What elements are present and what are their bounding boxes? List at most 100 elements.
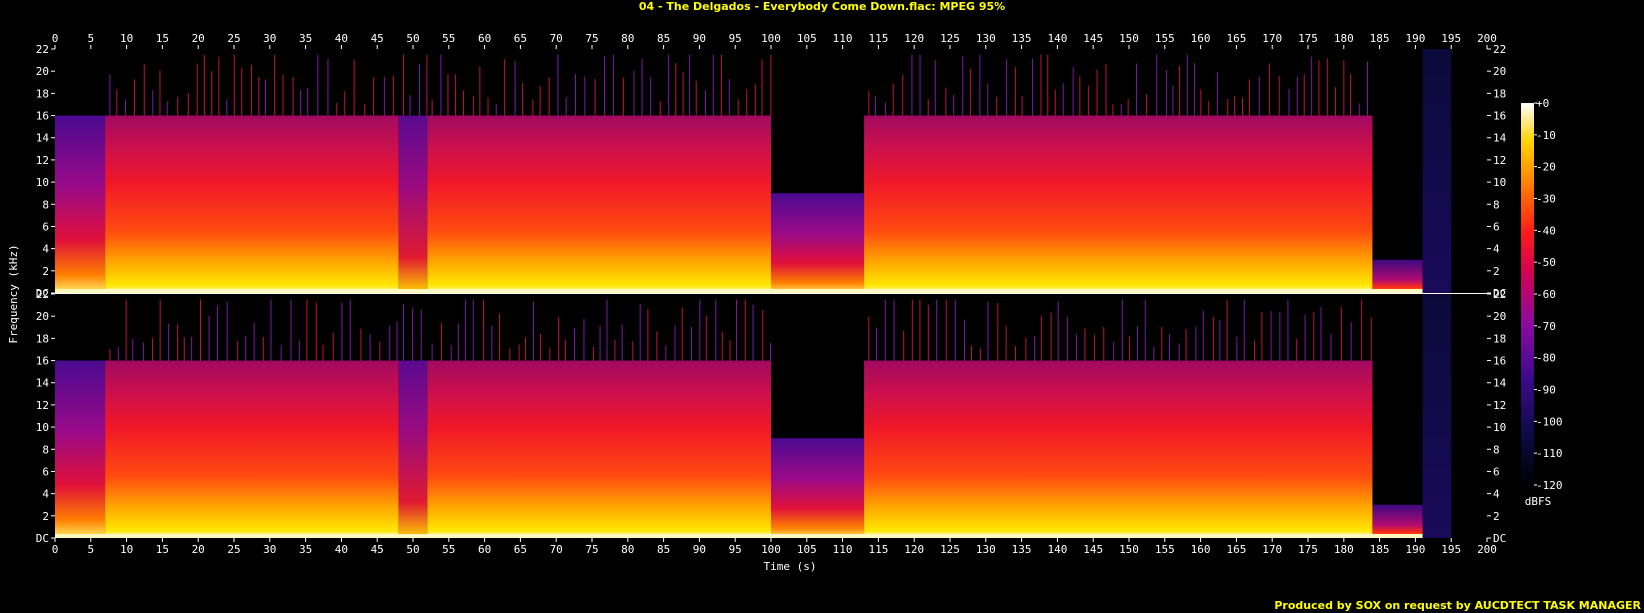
x-tick-label: 70	[550, 543, 563, 556]
colorbar-tick-label: -10	[1536, 129, 1556, 142]
spectrogram-panels	[55, 49, 1487, 538]
transient-streak	[364, 104, 366, 116]
transient-streak	[208, 315, 210, 361]
x-tick-label: 105	[797, 543, 817, 556]
transient-streak	[1349, 74, 1351, 116]
transient-streak	[233, 54, 235, 116]
transient-streak	[1361, 299, 1363, 361]
transient-streak	[402, 54, 404, 116]
x-tick-label: 155	[1155, 543, 1175, 556]
transient-streak	[1212, 316, 1214, 361]
transient-streak	[689, 54, 691, 116]
y-tick-label: 18	[1493, 332, 1506, 345]
transient-streak	[457, 323, 459, 361]
transient-streak	[614, 339, 616, 361]
transient-streak	[712, 54, 714, 116]
transient-streak	[979, 348, 981, 361]
transient-streak	[274, 54, 276, 116]
x-tick-label: 160	[1191, 32, 1211, 45]
transient-streak	[633, 70, 635, 116]
transient-streak	[1137, 326, 1139, 361]
transient-streak	[1288, 88, 1290, 116]
transient-streak	[557, 54, 559, 116]
transient-streak	[539, 333, 541, 361]
transient-streak	[1318, 60, 1320, 116]
transient-streak	[754, 84, 756, 116]
transient-streak	[322, 344, 324, 361]
transient-streak	[1014, 67, 1016, 116]
transient-streak	[945, 299, 947, 361]
spectrum-segment	[864, 115, 1373, 293]
transient-streak	[495, 103, 497, 116]
colorbar-tick-label: -110	[1536, 447, 1563, 460]
transient-streak	[431, 343, 433, 361]
y-tick-label: 6	[42, 220, 49, 233]
y-tick-label: 4	[1493, 488, 1500, 501]
y-tick-label: 18	[36, 87, 49, 100]
transient-streak	[1304, 314, 1306, 361]
transient-streak	[770, 342, 772, 361]
x-tick-label: 190	[1405, 543, 1425, 556]
transient-streak	[1087, 85, 1089, 116]
transient-streak	[1032, 58, 1034, 116]
transient-streak	[1311, 56, 1313, 116]
transient-streak	[604, 56, 606, 116]
transient-streak	[177, 324, 179, 361]
transient-streak	[159, 70, 161, 116]
transient-streak	[1113, 341, 1115, 361]
transient-streak	[1050, 312, 1052, 361]
transient-streak	[262, 336, 264, 361]
spectrum-segment	[771, 193, 865, 293]
transient-streak	[1370, 317, 1372, 361]
transient-streak	[574, 74, 576, 116]
x-tick-label: 45	[371, 543, 384, 556]
chart-title: 04 - The Delgados - Everybody Come Down.…	[638, 0, 1006, 13]
x-tick-label: 145	[1083, 543, 1103, 556]
x-tick-label: 165	[1226, 32, 1246, 45]
transient-streak	[1103, 327, 1105, 361]
spectrum-segment	[398, 115, 428, 293]
transient-streak	[650, 77, 652, 116]
x-tick-label: 65	[514, 32, 527, 45]
y-tick-label: 2	[1493, 265, 1500, 278]
transient-streak	[1278, 76, 1280, 116]
colorbar-tick-label: -40	[1536, 224, 1556, 237]
transient-streak	[606, 299, 608, 361]
transient-streak	[1025, 337, 1027, 361]
x-tick-label: 85	[657, 32, 670, 45]
transient-streak	[142, 342, 144, 361]
x-tick-label: 90	[693, 543, 706, 556]
x-tick-label: 115	[868, 32, 888, 45]
y-tick-label: 10	[1493, 421, 1506, 434]
x-tick-label: 200	[1477, 32, 1497, 45]
x-tick-label: 120	[904, 32, 924, 45]
y-tick-label: 20	[36, 65, 49, 78]
colorbar-tick-label: +0	[1536, 97, 1549, 110]
y-tick-label: 12	[36, 154, 49, 167]
transient-streak	[728, 79, 730, 116]
x-tick-label: 150	[1119, 32, 1139, 45]
transient-streak	[472, 96, 474, 116]
y-tick-label: 6	[1493, 220, 1500, 233]
transient-streak	[409, 95, 411, 116]
transient-streak	[440, 323, 442, 361]
spectrum-segment	[55, 360, 106, 538]
transient-streak	[159, 299, 161, 361]
transient-streak	[1121, 299, 1123, 361]
spectrum-segment	[398, 360, 428, 538]
y-tick-label: 10	[36, 176, 49, 189]
transient-streak	[1296, 338, 1298, 361]
transient-streak	[665, 345, 667, 361]
x-tick-label: 125	[940, 32, 960, 45]
x-tick-label: 20	[192, 32, 205, 45]
transient-streak	[300, 90, 302, 116]
transient-streak	[997, 302, 999, 361]
transient-streak	[200, 299, 202, 361]
transient-streak	[353, 59, 355, 116]
y-tick-label: 16	[36, 110, 49, 123]
transient-streak	[472, 299, 474, 361]
transient-streak	[1200, 89, 1202, 116]
transient-streak	[592, 346, 594, 361]
transient-streak	[1129, 336, 1131, 361]
y-tick-label: 22	[36, 288, 49, 301]
